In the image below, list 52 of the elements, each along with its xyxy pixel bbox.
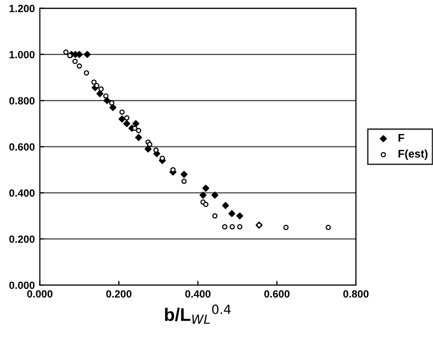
y-tick-label: 1.000 [10, 50, 35, 58]
x-tick-label: 0.200 [106, 290, 132, 298]
point [136, 128, 142, 134]
point [222, 224, 228, 230]
point [104, 97, 111, 104]
point [123, 120, 130, 128]
point [124, 115, 130, 121]
x-tick-label: 0.000 [27, 290, 52, 298]
point [180, 170, 188, 178]
y-tick-label: 0.400 [9, 189, 35, 197]
point [135, 134, 142, 141]
point [72, 58, 78, 64]
x-tick-label: 0.800 [343, 290, 369, 298]
point [203, 202, 208, 208]
point [84, 70, 90, 76]
y-tick-label: 0.000 [9, 282, 35, 289]
legend-label: F [398, 134, 404, 142]
point [202, 184, 210, 192]
point [153, 148, 159, 153]
point [147, 142, 152, 148]
point [212, 213, 218, 219]
point [98, 86, 104, 92]
point [181, 178, 187, 184]
legend-label: F(est) [398, 149, 428, 160]
y-tick-label: 0.600 [9, 143, 35, 151]
x-tick-label: 0.400 [185, 290, 210, 298]
point [84, 50, 91, 58]
point [132, 120, 140, 128]
point [200, 192, 207, 199]
x-tick-label: 0.600 [264, 290, 290, 298]
point [63, 49, 69, 55]
point [144, 146, 152, 153]
point [96, 90, 104, 98]
point [283, 224, 289, 230]
point [91, 79, 97, 85]
point [119, 109, 125, 115]
point [236, 212, 244, 220]
point [230, 224, 235, 230]
point [118, 116, 126, 123]
y-tick-label: 1.200 [10, 4, 35, 12]
point [76, 63, 82, 69]
y-tick-label: 0.200 [9, 235, 35, 243]
point [237, 224, 242, 230]
point [109, 104, 116, 111]
point [103, 93, 108, 99]
point [109, 100, 114, 106]
point [211, 192, 218, 199]
x-axis-title: b/L$_{WL}$$^{0.4}$ [165, 304, 231, 324]
point [326, 224, 331, 230]
y-tick-label: 0.800 [9, 97, 35, 104]
point [222, 202, 230, 210]
point [228, 210, 236, 218]
